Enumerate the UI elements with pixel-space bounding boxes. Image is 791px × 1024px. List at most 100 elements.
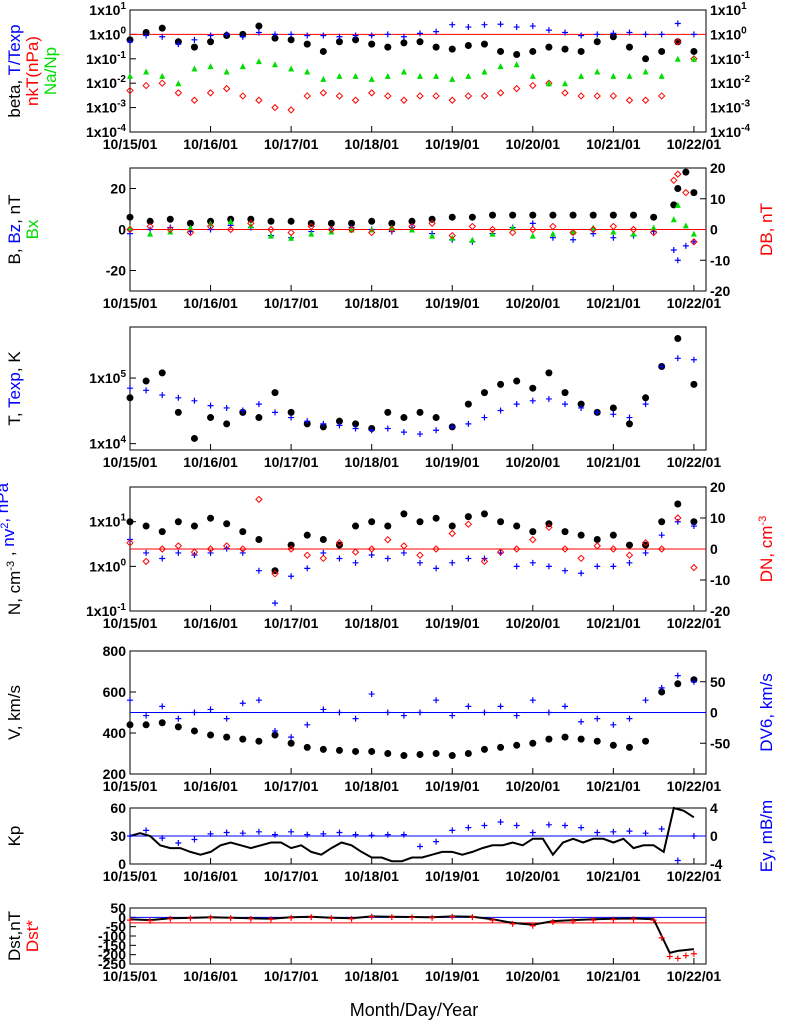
data-point bbox=[529, 384, 537, 392]
series-ey bbox=[127, 819, 697, 864]
data-point bbox=[255, 29, 262, 36]
data-point bbox=[481, 21, 488, 28]
data-point bbox=[674, 514, 682, 522]
data-point bbox=[562, 703, 569, 710]
data-point bbox=[626, 559, 633, 566]
data-point bbox=[545, 27, 552, 34]
data-point bbox=[307, 222, 315, 231]
series-nanp bbox=[127, 55, 697, 87]
data-point bbox=[287, 408, 295, 416]
data-point bbox=[513, 522, 521, 530]
data-point bbox=[352, 559, 359, 566]
data-point bbox=[319, 535, 327, 543]
data-point bbox=[432, 43, 440, 51]
data-point bbox=[464, 92, 473, 100]
data-point bbox=[336, 422, 343, 429]
data-point bbox=[642, 549, 649, 556]
data-point bbox=[416, 551, 424, 559]
data-point bbox=[489, 230, 496, 237]
y2-axis-label: DN, cm-3 bbox=[757, 516, 776, 582]
data-point bbox=[388, 224, 395, 231]
data-point bbox=[127, 72, 133, 79]
data-point bbox=[142, 28, 150, 36]
data-point bbox=[690, 563, 698, 572]
data-point bbox=[191, 836, 198, 843]
data-point bbox=[674, 20, 681, 27]
data-point bbox=[143, 387, 150, 394]
y2-tick-label: 4 bbox=[710, 800, 718, 816]
data-point bbox=[449, 21, 456, 28]
data-point bbox=[529, 220, 536, 227]
y-tick-label: 1x10-1 bbox=[86, 602, 126, 619]
x-tick-label: 10/18/01 bbox=[344, 868, 399, 884]
data-point bbox=[400, 752, 408, 760]
data-point bbox=[187, 224, 194, 231]
data-point bbox=[272, 61, 279, 68]
data-point bbox=[416, 408, 424, 416]
data-point bbox=[610, 228, 617, 235]
y-tick-label: 1x10-1 bbox=[86, 50, 126, 67]
y-tick-label: 1x10-2 bbox=[86, 74, 126, 91]
data-point bbox=[625, 420, 633, 428]
x-tick-label: 10/18/01 bbox=[344, 136, 399, 152]
y-tick-label: -200 bbox=[98, 947, 126, 963]
data-point bbox=[288, 234, 295, 241]
data-point bbox=[549, 211, 557, 219]
data-point bbox=[327, 225, 336, 234]
data-point bbox=[670, 247, 677, 253]
data-point bbox=[658, 72, 665, 79]
data-point bbox=[562, 29, 569, 36]
data-point bbox=[368, 832, 375, 839]
data-point bbox=[609, 404, 617, 412]
data-point bbox=[368, 427, 375, 434]
data-point bbox=[513, 51, 521, 59]
data-point bbox=[304, 565, 311, 572]
y-tick-label: -50 bbox=[106, 919, 126, 935]
series-texp bbox=[127, 355, 697, 438]
data-point bbox=[545, 821, 552, 828]
series-b bbox=[126, 168, 698, 227]
data-point bbox=[336, 555, 343, 562]
data-point bbox=[589, 211, 597, 219]
data-point bbox=[625, 96, 634, 104]
y2-tick-label: 1x10-1 bbox=[710, 50, 750, 67]
x-tick-label: 10/16/01 bbox=[183, 454, 238, 470]
data-point bbox=[609, 92, 618, 100]
series-dst bbox=[129, 915, 695, 954]
data-point bbox=[400, 39, 408, 47]
data-point bbox=[207, 514, 215, 522]
x-axis-title: Month/Day/Year bbox=[350, 1000, 478, 1020]
data-point bbox=[267, 217, 275, 225]
y2-tick-label: -20 bbox=[710, 283, 730, 299]
data-point bbox=[512, 545, 521, 553]
data-point bbox=[658, 688, 666, 696]
data-point bbox=[690, 523, 697, 530]
data-point bbox=[384, 408, 392, 416]
x-tick-label: 10/16/01 bbox=[183, 968, 238, 984]
y2-tick-label: 0 bbox=[710, 222, 718, 238]
data-point bbox=[272, 831, 279, 838]
data-point bbox=[351, 548, 360, 556]
data-point bbox=[255, 697, 262, 704]
data-point bbox=[336, 72, 343, 79]
data-point bbox=[267, 232, 274, 239]
data-point bbox=[223, 733, 231, 741]
data-point bbox=[336, 829, 343, 836]
data-point bbox=[428, 215, 436, 223]
data-point bbox=[400, 542, 408, 550]
data-point bbox=[448, 96, 456, 104]
data-point bbox=[166, 215, 174, 223]
data-point bbox=[480, 510, 488, 518]
data-point bbox=[288, 31, 295, 38]
y2-axis-label: DV6, km/s bbox=[757, 673, 776, 751]
data-point bbox=[239, 830, 246, 837]
x-tick-label: 10/16/01 bbox=[183, 615, 238, 631]
data-point bbox=[513, 741, 521, 749]
x-tick-label: 10/21/01 bbox=[586, 778, 641, 794]
data-point bbox=[126, 86, 134, 95]
data-point bbox=[159, 555, 166, 562]
data-point bbox=[513, 712, 520, 719]
data-point bbox=[304, 831, 311, 838]
data-point bbox=[255, 401, 262, 408]
data-point bbox=[529, 81, 537, 90]
